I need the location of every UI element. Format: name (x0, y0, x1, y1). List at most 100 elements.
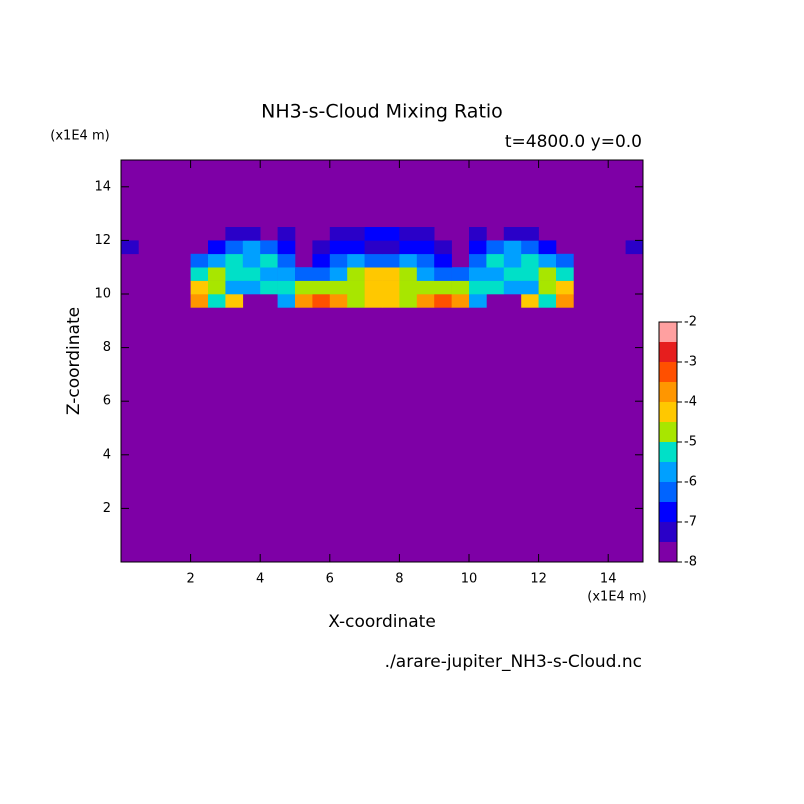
contour-cell (329, 227, 348, 241)
contour-cell (295, 267, 313, 281)
contour-cell (329, 253, 348, 268)
contour-cell (503, 253, 522, 268)
contour-cell (121, 240, 139, 255)
contour-cell (382, 267, 400, 281)
contour-cell (277, 227, 296, 241)
colorbar-tick-label: -4 (684, 395, 697, 410)
contour-cell (295, 280, 313, 295)
contour-cell (225, 267, 244, 281)
chart-title: NH3-s-Cloud Mixing Ratio (261, 101, 503, 123)
contour-cell (364, 280, 383, 295)
contour-cell (312, 294, 331, 308)
contour-cell (469, 253, 487, 268)
contour-cell (399, 253, 418, 268)
contour-cell (469, 240, 487, 255)
contour-cell (521, 267, 539, 281)
contour-cell (225, 240, 244, 255)
colorbar-tick-label: -6 (684, 475, 697, 490)
contour-cell (347, 240, 365, 255)
contour-cell (451, 294, 470, 308)
contour-cell (434, 240, 452, 255)
contour-cell (503, 280, 522, 295)
y-tick-label: 6 (103, 394, 111, 409)
contour-cell (208, 253, 226, 268)
contour-cell (347, 227, 365, 241)
contour-cell (538, 294, 557, 308)
y-axis-label: Z-coordinate (64, 307, 84, 415)
contour-cell (556, 294, 574, 308)
contour-cell (225, 280, 244, 295)
plot-background (121, 160, 643, 562)
contour-cell (521, 227, 539, 241)
contour-cell (382, 294, 400, 308)
contour-cell (295, 294, 313, 308)
contour-cell (416, 253, 435, 268)
contour-cell (260, 253, 278, 268)
colorbar-band (659, 342, 677, 362)
contour-cell (382, 280, 400, 295)
contour-cell (521, 253, 539, 268)
contour-cell (469, 267, 487, 281)
contour-cell (312, 253, 331, 268)
file-name: ./arare-jupiter_NH3-s-Cloud.nc (385, 652, 642, 672)
contour-cell (277, 294, 296, 308)
colorbar-band (659, 402, 677, 422)
y-tick-label: 2 (103, 501, 111, 516)
contour-cell (469, 280, 487, 295)
contour-cell (451, 280, 470, 295)
colorbar-band (659, 482, 677, 502)
x-unit: (x1E4 m) (587, 590, 646, 605)
contour-cell (521, 240, 539, 255)
contour-cell (190, 267, 209, 281)
contour-cell (242, 280, 261, 295)
contour-cell (416, 280, 435, 295)
contour-cell (399, 240, 418, 255)
contour-cell (556, 280, 574, 295)
contour-cell (382, 253, 400, 268)
y-tick-label: 10 (94, 287, 111, 302)
x-tick-label: 6 (326, 572, 334, 587)
contour-cell (190, 253, 209, 268)
y-tick-label: 4 (103, 447, 111, 462)
y-tick-label: 12 (94, 233, 111, 248)
contour-cell (329, 294, 348, 308)
contour-cell (347, 267, 365, 281)
y-tick-label: 8 (103, 340, 111, 355)
contour-cell (260, 267, 278, 281)
contour-cell (312, 240, 331, 255)
contour-cell (382, 240, 400, 255)
contour-cell (486, 240, 505, 255)
contour-cell (208, 267, 226, 281)
contour-cell (347, 280, 365, 295)
contour-cell (399, 267, 418, 281)
contour-cell (503, 240, 522, 255)
contour-cell (451, 267, 470, 281)
contour-cell (312, 267, 331, 281)
contour-cell (538, 280, 557, 295)
contour-cell (503, 267, 522, 281)
contour-cell (469, 227, 487, 241)
y-tick-label: 14 (94, 179, 111, 194)
contour-cell (434, 267, 452, 281)
contour-cell (190, 280, 209, 295)
x-tick-label: 10 (461, 572, 478, 587)
colorbar-tick-label: -8 (684, 555, 697, 570)
contour-cell (242, 240, 261, 255)
colorbar-band (659, 382, 677, 402)
contour-cell (364, 227, 383, 241)
contour-cell (225, 294, 244, 308)
contour-cell (399, 280, 418, 295)
y-unit: (x1E4 m) (50, 129, 109, 144)
contour-cell (503, 227, 522, 241)
contour-cell (486, 253, 505, 268)
contour-cell (208, 280, 226, 295)
colorbar-tick-label: -2 (684, 315, 697, 330)
contour-cell (416, 240, 435, 255)
contour-cell (469, 294, 487, 308)
contour-cell (225, 227, 244, 241)
contour-cell (538, 267, 557, 281)
colorbar-band (659, 322, 677, 342)
contour-cell (329, 267, 348, 281)
contour-cell (329, 280, 348, 295)
